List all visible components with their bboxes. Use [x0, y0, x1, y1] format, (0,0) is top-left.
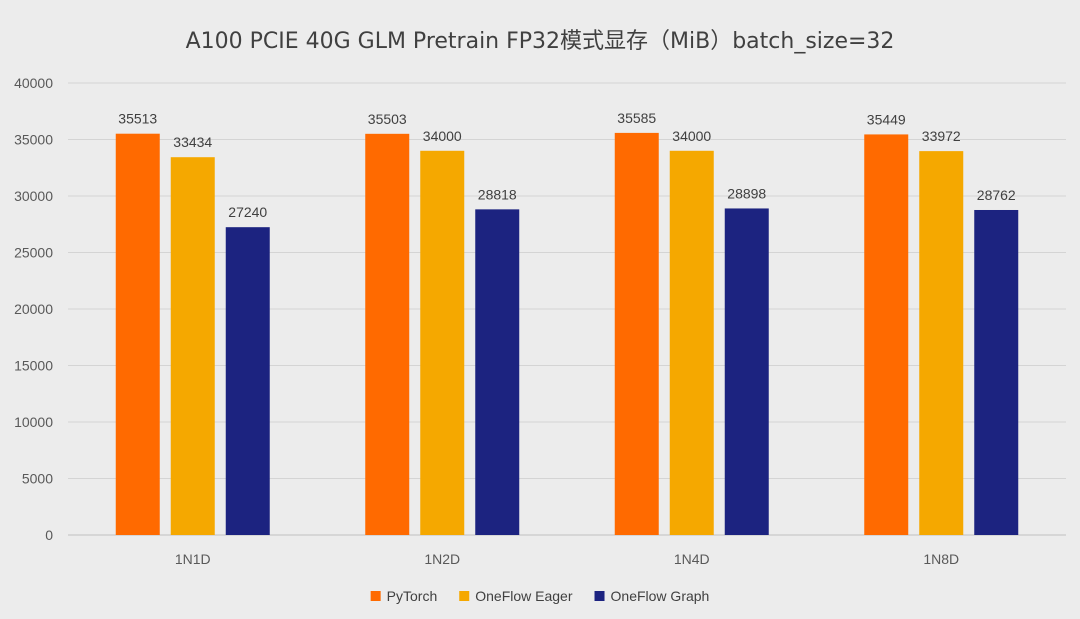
data-label: 34000: [672, 128, 711, 144]
legend-swatch: [594, 591, 605, 601]
y-tick-label: 30000: [14, 188, 53, 204]
data-label: 35503: [368, 111, 407, 127]
y-tick-label: 40000: [14, 75, 53, 91]
y-tick-label: 10000: [14, 414, 53, 430]
legend-label: PyTorch: [387, 588, 438, 604]
legend-item-pytorch: PyTorch: [370, 588, 438, 604]
data-label: 33434: [173, 134, 212, 150]
x-category-label: 1N1D: [175, 551, 211, 567]
data-label: 35513: [118, 111, 157, 127]
bar-oneflow-graph-1n8d: [974, 209, 1019, 536]
data-label: 28762: [977, 187, 1016, 203]
bar-oneflow-eager-1n1d: [170, 157, 215, 535]
bar-pytorch-1n8d: [864, 134, 909, 535]
bar-oneflow-graph-1n2d: [475, 209, 520, 535]
y-tick-label: 20000: [14, 301, 53, 317]
x-category-label: 1N8D: [923, 551, 959, 567]
legend-item-oneflow-eager: OneFlow Eager: [459, 588, 573, 604]
legend-swatch: [370, 591, 381, 601]
x-category-label: 1N4D: [674, 551, 710, 567]
bars: [115, 132, 1019, 536]
y-tick-label: 35000: [14, 132, 53, 148]
legend-label: OneFlow Eager: [475, 588, 573, 604]
chart-title: A100 PCIE 40G GLM Pretrain FP32模式显存（MiB）…: [186, 29, 895, 54]
bar-pytorch-1n4d: [614, 132, 659, 535]
bar-pytorch-1n2d: [365, 133, 410, 535]
y-tick-label: 15000: [14, 358, 53, 374]
bar-pytorch-1n1d: [115, 133, 160, 535]
y-tick-label: 5000: [22, 471, 53, 487]
data-label: 35585: [617, 110, 656, 126]
y-tick-label: 25000: [14, 245, 53, 261]
bar-oneflow-graph-1n1d: [225, 227, 270, 536]
data-labels: 35513 33434 27240 35503 34000 28818 35585 34000…: [118, 110, 1016, 220]
x-category-label: 1N2D: [424, 551, 460, 567]
y-tick-label: 0: [45, 527, 53, 543]
data-label: 27240: [228, 204, 267, 220]
x-axis-categories: 1N1D 1N2D 1N4D 1N8D: [175, 551, 959, 567]
y-axis-ticks: 0 5000 10000 15000 20000 25000 30000 35000 40000: [14, 75, 53, 543]
data-label: 34000: [423, 128, 462, 144]
bar-oneflow-graph-1n4d: [724, 208, 769, 535]
data-label: 33972: [922, 128, 961, 144]
data-label: 28898: [727, 185, 766, 201]
legend: PyTorch OneFlow Eager OneFlow Graph: [370, 588, 710, 604]
legend-swatch: [459, 591, 470, 601]
data-label: 35449: [867, 111, 906, 127]
grid-layer: [68, 82, 1066, 536]
data-label: 28818: [478, 186, 517, 202]
legend-label: OneFlow Graph: [611, 588, 710, 604]
bar-oneflow-eager-1n8d: [919, 151, 964, 535]
bar-oneflow-eager-1n2d: [420, 150, 465, 536]
legend-item-oneflow-graph: OneFlow Graph: [594, 588, 710, 604]
bar-oneflow-eager-1n4d: [669, 150, 714, 536]
